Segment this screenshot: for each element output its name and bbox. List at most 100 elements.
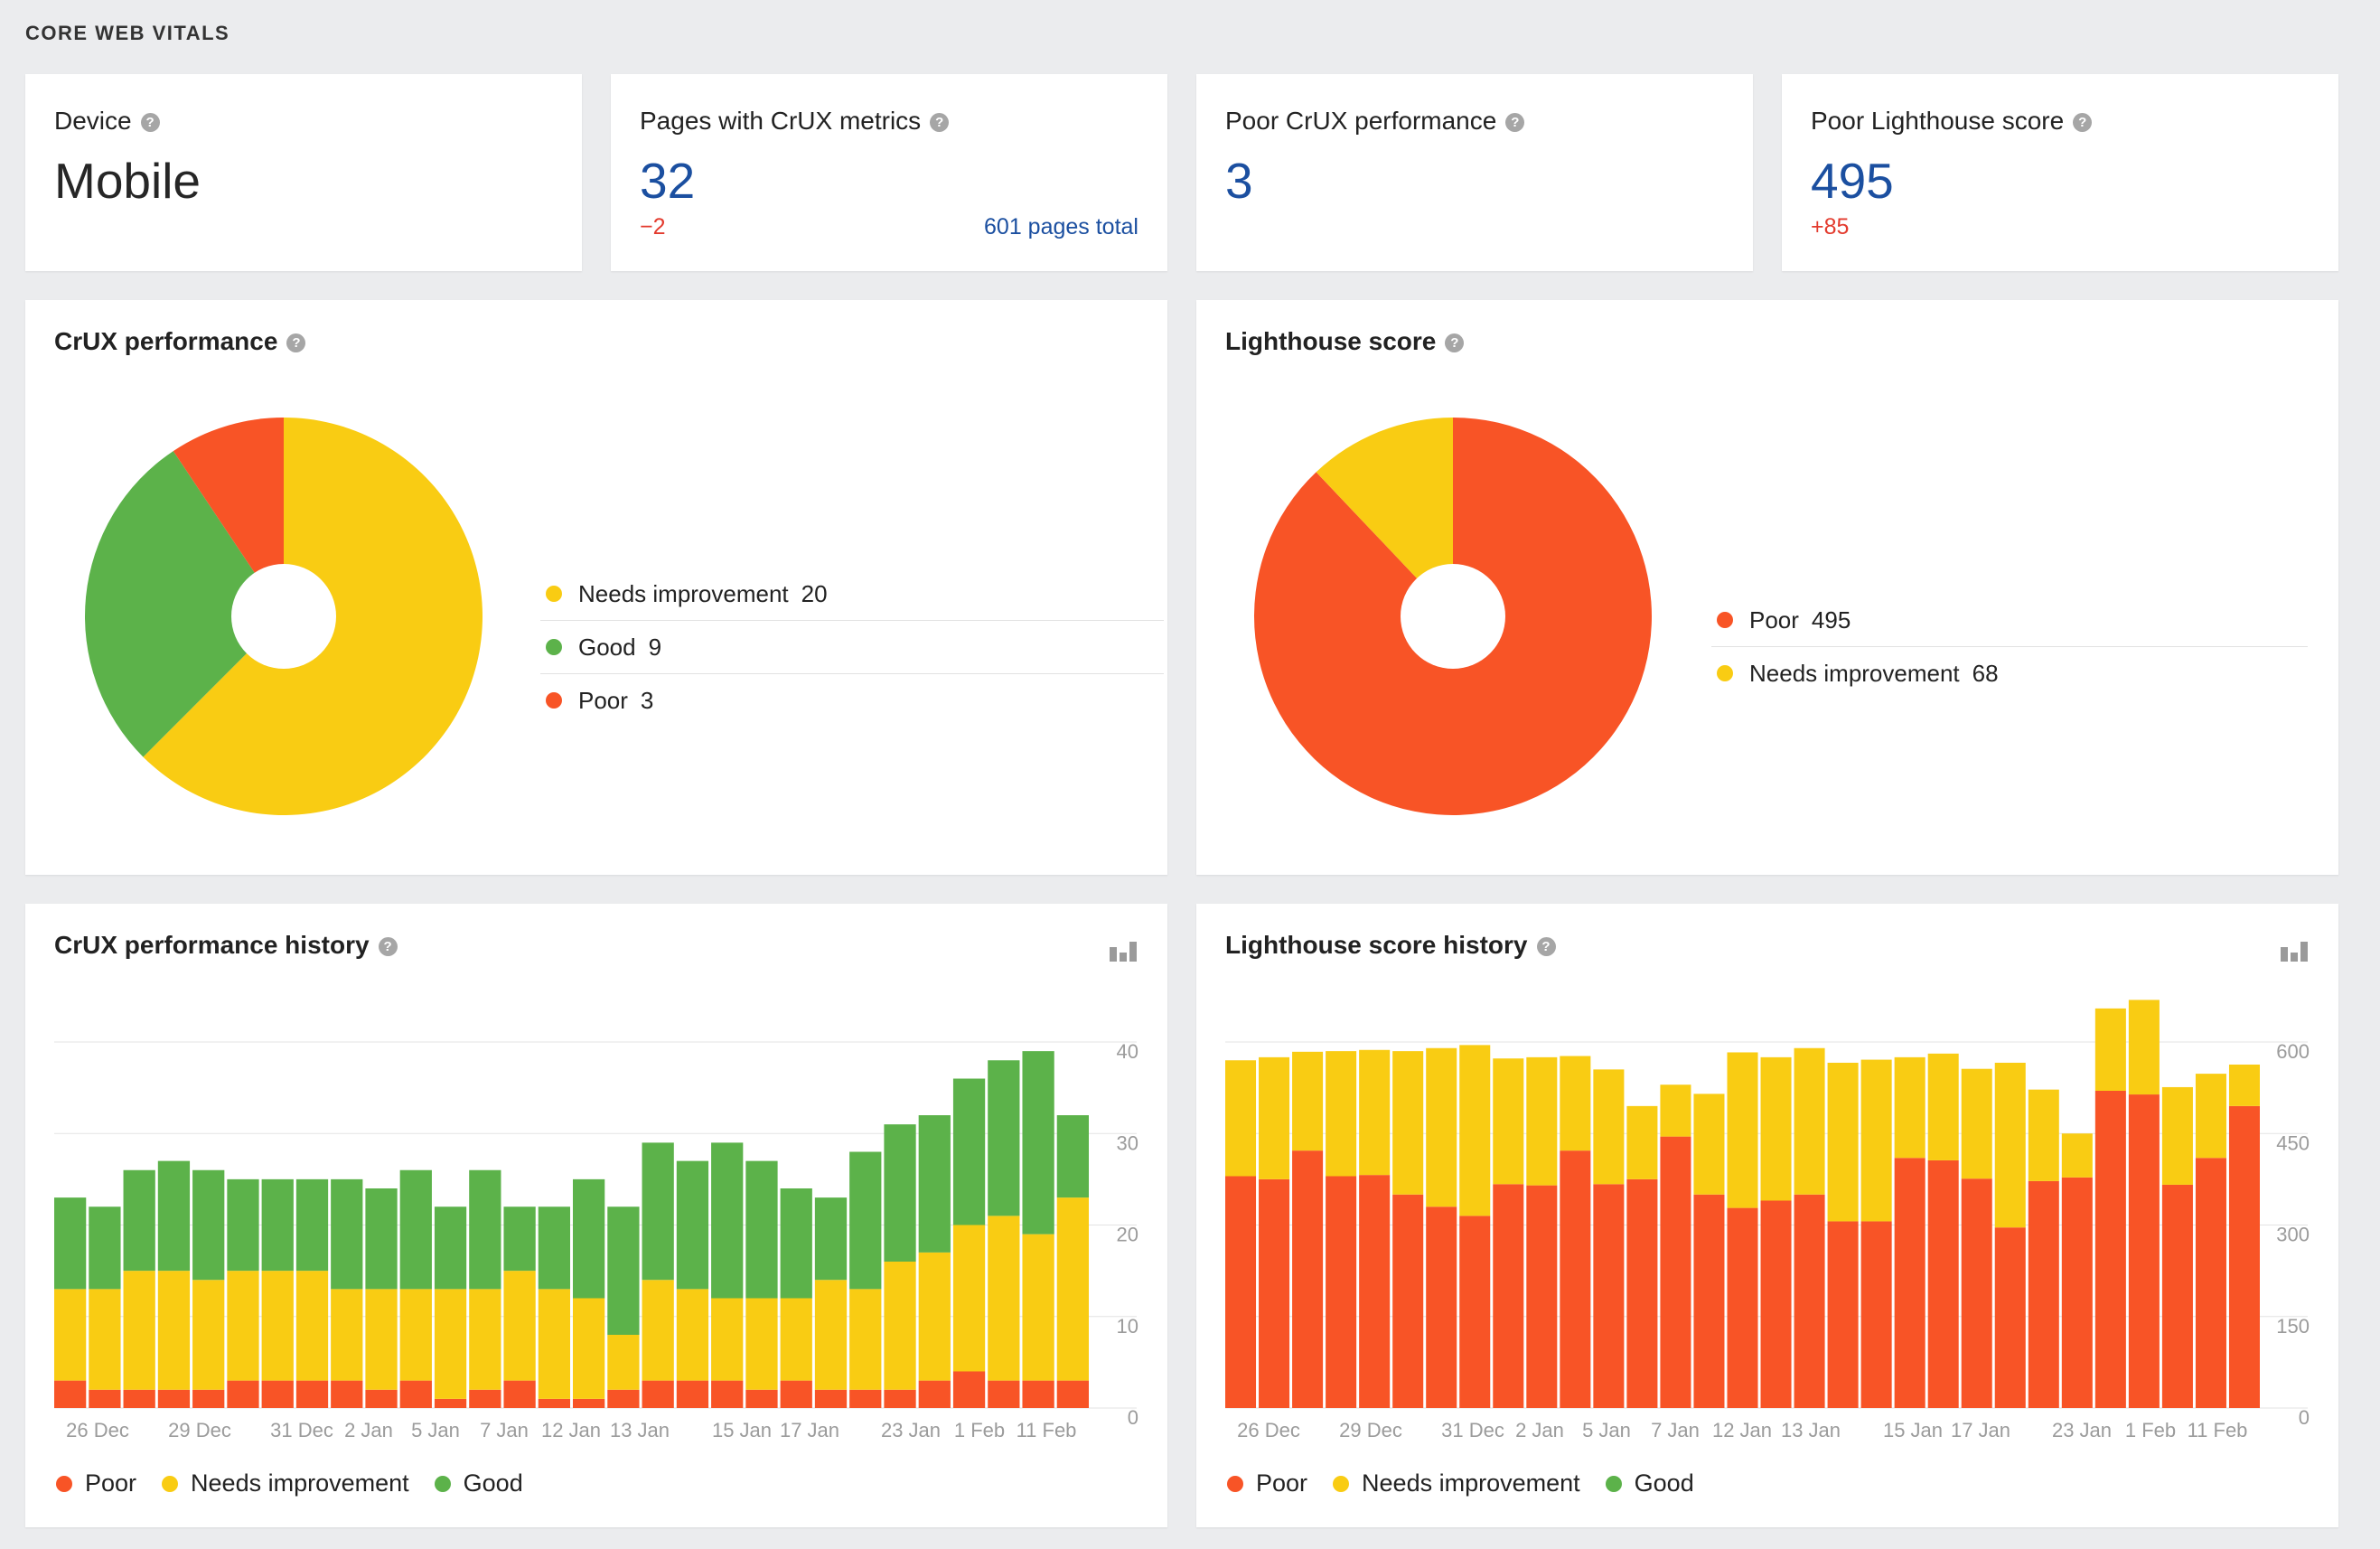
bar-segment-poor[interactable]	[1225, 1176, 1257, 1409]
bar-segment-needs-improvement[interactable]	[1660, 1084, 1691, 1137]
bar-segment-good[interactable]	[884, 1124, 916, 1262]
bar-segment-needs-improvement[interactable]	[227, 1271, 259, 1381]
kpi-value-poor-crux[interactable]: 3	[1225, 153, 1253, 209]
bar-segment-needs-improvement[interactable]	[295, 1271, 329, 1381]
bar-segment-poor[interactable]	[2061, 1177, 2093, 1408]
bar-segment-poor[interactable]	[884, 1389, 916, 1408]
kpi-value-poor-lighthouse[interactable]: 495	[1811, 153, 1894, 209]
bar-segment-good[interactable]	[745, 1160, 778, 1299]
bar-segment-needs-improvement[interactable]	[1927, 1053, 1959, 1160]
bar-segment-needs-improvement[interactable]	[331, 1289, 363, 1381]
bar-segment-needs-improvement[interactable]	[1426, 1047, 1457, 1207]
bar-segment-poor[interactable]	[1626, 1178, 1658, 1408]
bar-segment-good[interactable]	[192, 1169, 225, 1281]
bar-segment-poor[interactable]	[1259, 1178, 1290, 1408]
bar-segment-good[interactable]	[918, 1115, 951, 1253]
bar-segment-poor[interactable]	[2128, 1094, 2160, 1408]
bar-segment-good[interactable]	[952, 1078, 986, 1225]
bar-segment-needs-improvement[interactable]	[434, 1289, 467, 1399]
legend-item-good[interactable]: Good	[434, 1469, 523, 1497]
bar-segment-needs-improvement[interactable]	[1526, 1056, 1558, 1186]
bar-segment-poor[interactable]	[1392, 1194, 1424, 1408]
bar-segment-poor[interactable]	[89, 1389, 121, 1408]
bar-segment-poor[interactable]	[1326, 1176, 1357, 1409]
bar-segment-needs-improvement[interactable]	[1727, 1052, 1758, 1208]
bar-segment-poor[interactable]	[1827, 1221, 1859, 1408]
bar-segment-poor[interactable]	[123, 1389, 155, 1408]
bar-segment-good[interactable]	[711, 1142, 744, 1299]
bar-segment-needs-improvement[interactable]	[157, 1271, 191, 1390]
bar-segment-poor[interactable]	[1660, 1136, 1691, 1408]
bar-segment-needs-improvement[interactable]	[1359, 1049, 1391, 1176]
bar-segment-poor[interactable]	[1292, 1150, 1324, 1408]
help-icon[interactable]: ?	[140, 113, 160, 133]
help-icon[interactable]: ?	[1536, 937, 1556, 957]
bar-segment-poor[interactable]	[2195, 1158, 2226, 1408]
bar-segment-needs-improvement[interactable]	[1994, 1062, 2026, 1228]
help-icon[interactable]: ?	[286, 333, 306, 353]
bar-segment-poor[interactable]	[1693, 1194, 1725, 1408]
bar-segment-poor[interactable]	[399, 1380, 432, 1408]
bar-segment-needs-improvement[interactable]	[2161, 1086, 2193, 1185]
bar-segment-needs-improvement[interactable]	[814, 1280, 848, 1390]
bar-segment-good[interactable]	[814, 1197, 848, 1281]
help-icon[interactable]: ?	[2073, 113, 2093, 133]
bar-segment-needs-improvement[interactable]	[503, 1271, 536, 1381]
bar-segment-poor[interactable]	[814, 1389, 848, 1408]
bar-segment-needs-improvement[interactable]	[2094, 1008, 2126, 1091]
bar-segment-good[interactable]	[331, 1178, 363, 1290]
bar-segment-needs-improvement[interactable]	[123, 1271, 155, 1390]
bar-segment-poor[interactable]	[1994, 1227, 2026, 1408]
bar-segment-needs-improvement[interactable]	[1961, 1068, 1992, 1179]
bar-segment-poor[interactable]	[331, 1380, 363, 1408]
bar-segment-poor[interactable]	[711, 1380, 744, 1408]
legend-row-needs-improvement[interactable]: Needs improvement 68	[1711, 647, 2308, 699]
bar-segment-good[interactable]	[469, 1169, 501, 1290]
bar-segment-needs-improvement[interactable]	[884, 1262, 916, 1390]
bar-segment-needs-improvement[interactable]	[2228, 1064, 2260, 1106]
bar-segment-good[interactable]	[54, 1197, 87, 1290]
bar-segment-poor[interactable]	[745, 1389, 778, 1408]
bar-segment-poor[interactable]	[1593, 1184, 1625, 1408]
bar-segment-needs-improvement[interactable]	[1626, 1105, 1658, 1179]
bar-segment-needs-improvement[interactable]	[1459, 1045, 1491, 1216]
bar-segment-needs-improvement[interactable]	[573, 1298, 605, 1399]
bar-segment-needs-improvement[interactable]	[780, 1298, 812, 1381]
bar-segment-needs-improvement[interactable]	[1225, 1060, 1257, 1177]
bar-segment-poor[interactable]	[1727, 1207, 1758, 1408]
pie-slice-poor[interactable]	[173, 418, 284, 616]
legend-row-needs-improvement[interactable]: Needs improvement 20	[540, 568, 1164, 621]
bar-segment-poor[interactable]	[365, 1389, 398, 1408]
bar-segment-poor[interactable]	[1860, 1221, 1892, 1408]
bar-segment-poor[interactable]	[1526, 1185, 1558, 1408]
bar-segment-poor[interactable]	[918, 1380, 951, 1408]
bar-segment-needs-improvement[interactable]	[2028, 1089, 2059, 1181]
help-icon[interactable]: ?	[1505, 113, 1525, 133]
bar-segment-needs-improvement[interactable]	[1593, 1069, 1625, 1185]
bar-segment-needs-improvement[interactable]	[538, 1289, 570, 1399]
bar-segment-needs-improvement[interactable]	[952, 1225, 986, 1372]
bar-segment-poor[interactable]	[1927, 1159, 1959, 1408]
bar-segment-needs-improvement[interactable]	[2061, 1133, 2093, 1178]
bar-segment-poor[interactable]	[157, 1389, 191, 1408]
bar-segment-needs-improvement[interactable]	[1827, 1062, 1859, 1222]
bar-segment-poor[interactable]	[538, 1398, 570, 1408]
bar-segment-poor[interactable]	[2028, 1180, 2059, 1408]
bar-segment-needs-improvement[interactable]	[1860, 1059, 1892, 1222]
legend-item-needs-improvement[interactable]: Needs improvement	[162, 1469, 409, 1497]
bar-segment-needs-improvement[interactable]	[1493, 1058, 1524, 1185]
bar-segment-good[interactable]	[295, 1178, 329, 1272]
legend-row-poor[interactable]: Poor 3	[540, 674, 1164, 727]
bar-segment-poor[interactable]	[1894, 1158, 1926, 1408]
bar-segment-needs-improvement[interactable]	[918, 1252, 951, 1381]
bar-segment-needs-improvement[interactable]	[1693, 1094, 1725, 1195]
bar-segment-needs-improvement[interactable]	[745, 1298, 778, 1390]
bar-segment-poor[interactable]	[434, 1398, 467, 1408]
bar-segment-poor[interactable]	[1056, 1380, 1089, 1408]
pie-slice-good[interactable]	[84, 451, 284, 757]
bar-segment-poor[interactable]	[2094, 1091, 2126, 1408]
bar-segment-poor[interactable]	[1760, 1200, 1792, 1409]
bar-segment-needs-improvement[interactable]	[1056, 1197, 1089, 1381]
legend-item-good[interactable]: Good	[1605, 1469, 1694, 1497]
bar-segment-needs-improvement[interactable]	[54, 1289, 87, 1381]
